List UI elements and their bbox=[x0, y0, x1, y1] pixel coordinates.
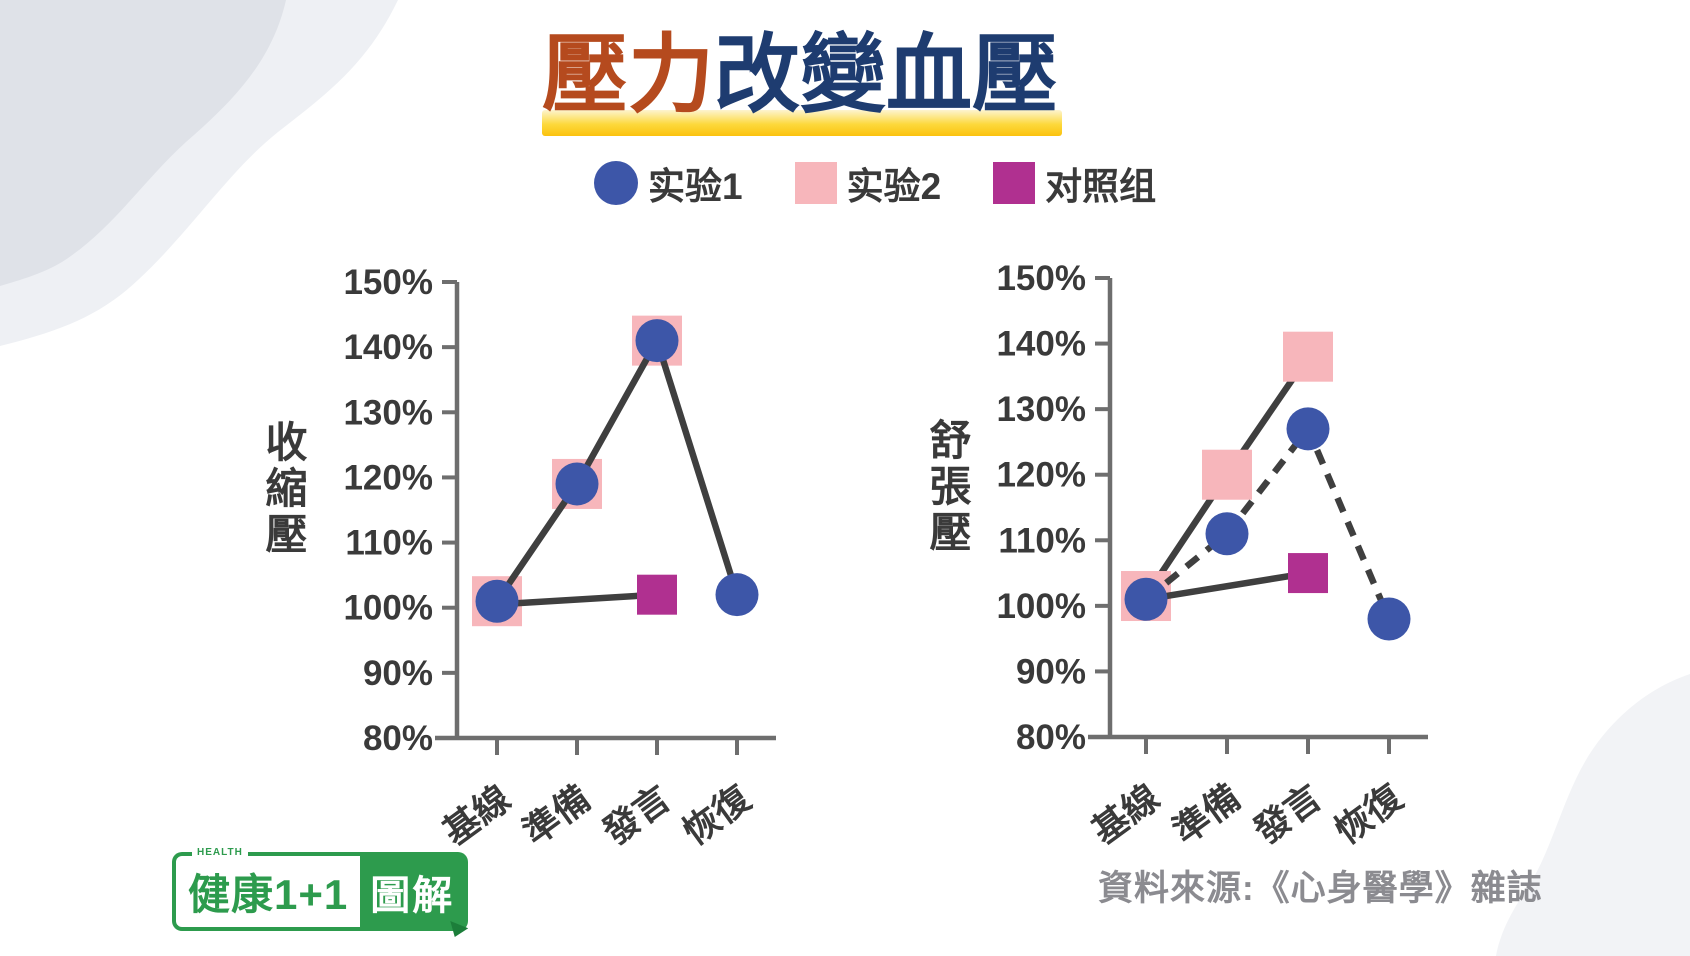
y-tick-label: 130% bbox=[343, 393, 433, 432]
diastolic-axis-title: 舒張壓 bbox=[924, 418, 971, 556]
marker-exp2 bbox=[1202, 449, 1252, 500]
marker-exp1 bbox=[1367, 597, 1411, 641]
y-tick-label: 120% bbox=[996, 456, 1086, 495]
y-tick-label: 80% bbox=[1016, 718, 1086, 757]
y-tick-label: 80% bbox=[363, 719, 433, 758]
logo-tujie-text: 圖解 bbox=[370, 873, 455, 918]
exp2-square-icon bbox=[794, 162, 837, 204]
y-tick-label: 150% bbox=[996, 259, 1086, 298]
x-tick-label: 準備 bbox=[515, 777, 597, 852]
logo-left-box: HEALTH 健康1+1 bbox=[172, 847, 361, 931]
y-tick-label: 90% bbox=[1016, 652, 1086, 691]
blob-wave-shape bbox=[1496, 674, 1690, 956]
y-tick-label: 110% bbox=[998, 521, 1086, 560]
data-source-text: 資料來源:《心身醫學》雜誌 bbox=[1098, 869, 1543, 908]
systolic-axis-title: 收縮壓 bbox=[260, 420, 307, 558]
title-block: 壓力改變血壓 bbox=[520, 30, 1080, 140]
title-main-text: 改變血壓 bbox=[714, 27, 1058, 123]
marker-exp1 bbox=[475, 579, 519, 623]
y-tick-label: 130% bbox=[996, 390, 1086, 429]
y-tick-label: 140% bbox=[996, 325, 1086, 364]
y-tick-label: 100% bbox=[996, 587, 1086, 626]
marker-control bbox=[1288, 553, 1328, 594]
legend-item-exp2: 实验2 bbox=[794, 156, 942, 210]
series-line-control bbox=[496, 591, 658, 608]
legend-label-exp2: 实验2 bbox=[846, 166, 942, 207]
chart-legend: 实验1 实验2 对照组 bbox=[594, 158, 1156, 208]
marker-control bbox=[637, 574, 677, 615]
y-tick-label: 100% bbox=[343, 589, 433, 628]
y-tick-label: 90% bbox=[363, 654, 433, 693]
x-tick-label: 基線 bbox=[1084, 776, 1166, 851]
marker-exp1 bbox=[1205, 512, 1249, 556]
x-tick-label: 基線 bbox=[435, 777, 517, 852]
control-square-icon bbox=[993, 162, 1036, 204]
y-tick-label: 120% bbox=[343, 458, 433, 497]
logo-right-box: 圖解 bbox=[360, 852, 469, 937]
marker-exp2 bbox=[1283, 331, 1333, 382]
x-tick-label: 恢復 bbox=[1327, 776, 1410, 852]
title-underline-bar bbox=[542, 110, 1062, 136]
series-line-exp1 bbox=[1143, 422, 1392, 621]
page-title: 壓力改變血壓 bbox=[520, 30, 1080, 120]
legend-label-exp1: 实验1 bbox=[648, 166, 743, 207]
marker-exp1 bbox=[1124, 577, 1168, 621]
health-1plus1-logo: HEALTH 健康1+1 圖解 bbox=[172, 847, 469, 937]
title-accent-text: 壓力 bbox=[542, 27, 714, 123]
marker-exp1 bbox=[555, 462, 599, 506]
y-tick-label: 110% bbox=[345, 524, 433, 563]
exp1-circle-icon bbox=[594, 161, 638, 205]
pen-nib-icon bbox=[450, 921, 469, 937]
marker-exp1 bbox=[635, 319, 679, 363]
logo-brand-text: 健康1+1 bbox=[188, 871, 349, 918]
y-tick-label: 150% bbox=[343, 263, 433, 302]
marker-exp1 bbox=[1286, 407, 1330, 451]
series-line-control bbox=[1145, 569, 1309, 603]
x-tick-label: 準備 bbox=[1165, 776, 1247, 851]
x-tick-label: 發言 bbox=[1246, 776, 1329, 852]
legend-item-exp1: 实验1 bbox=[594, 156, 743, 210]
marker-exp1 bbox=[715, 573, 759, 617]
legend-item-control: 对照组 bbox=[993, 156, 1156, 210]
x-tick-label: 發言 bbox=[595, 777, 678, 853]
series-line-exp1 bbox=[494, 332, 741, 604]
y-tick-label: 140% bbox=[343, 328, 433, 367]
legend-label-control: 对照组 bbox=[1045, 166, 1157, 207]
x-tick-label: 恢復 bbox=[675, 777, 758, 853]
logo-health-small-text: HEALTH bbox=[192, 847, 248, 858]
